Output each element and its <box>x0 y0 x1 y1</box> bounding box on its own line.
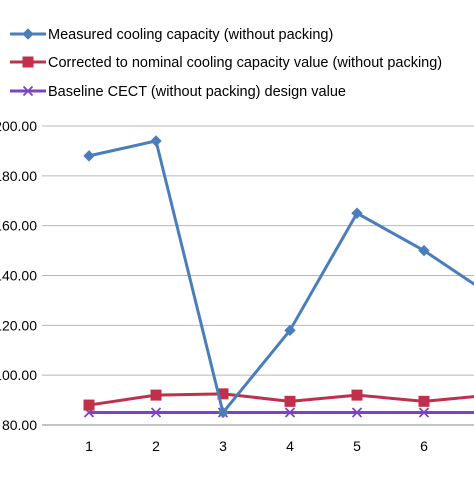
y-tick-label: 100.00 <box>0 367 37 383</box>
data-point <box>285 396 296 407</box>
legend-item: Corrected to nominal cooling capacity va… <box>10 55 442 71</box>
x-tick-label: 2 <box>152 438 160 454</box>
legend-label: Baseline CECT (without packing) design v… <box>48 84 346 100</box>
series-line <box>89 141 474 413</box>
y-tick-label: 180.00 <box>0 168 37 184</box>
y-tick-label: 200.00 <box>0 118 37 134</box>
x-tick-label: 1 <box>85 438 93 454</box>
legend-item: Measured cooling capacity (without packi… <box>10 27 333 43</box>
x-tick-label: 6 <box>420 438 428 454</box>
y-tick-label: 140.00 <box>0 268 37 284</box>
data-point <box>151 136 161 146</box>
x-tick-label: 3 <box>219 438 227 454</box>
y-tick-label: 120.00 <box>0 317 37 333</box>
y-tick-label: 160.00 <box>0 218 37 234</box>
data-point <box>419 396 430 407</box>
legend-label: Corrected to nominal cooling capacity va… <box>48 55 442 71</box>
legend-label: Measured cooling capacity (without packi… <box>48 27 333 43</box>
data-point <box>151 390 162 401</box>
series-3 <box>85 408 474 417</box>
legend-item: Baseline CECT (without packing) design v… <box>10 84 346 100</box>
series-line <box>89 394 474 405</box>
plot-area: 80.00 100.00 120.00 140.00 160.00 180.00 200.0… <box>0 118 474 454</box>
data-point <box>352 390 363 401</box>
data-point <box>23 29 33 39</box>
data-point <box>84 400 95 411</box>
series-2 <box>84 388 474 410</box>
x-tick-label: 5 <box>353 438 361 454</box>
legend: Measured cooling capacity (without packi… <box>10 27 442 100</box>
x-tick-label: 4 <box>286 438 294 454</box>
data-point <box>84 151 94 161</box>
y-tick-label: 80.00 <box>2 417 37 433</box>
data-point <box>23 57 34 68</box>
